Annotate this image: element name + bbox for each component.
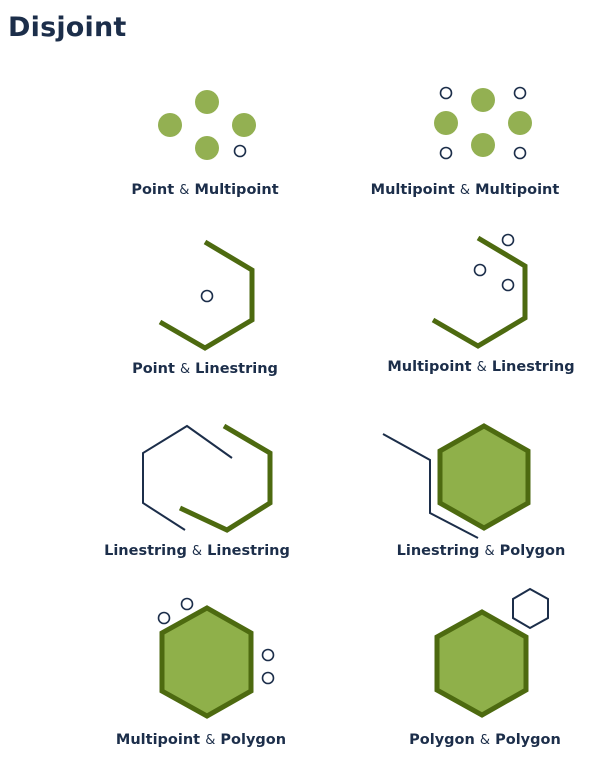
caption: Linestring & Linestring — [104, 543, 290, 559]
point-dot — [157, 611, 171, 625]
linestring — [142, 424, 233, 531]
caption: Multipoint & Polygon — [115, 732, 287, 748]
diagram-multipoint-multipoint: Multipoint & Multipoint — [368, 80, 598, 210]
polygon — [437, 423, 531, 531]
multipoint-dot — [195, 90, 219, 114]
point-dot — [513, 86, 527, 100]
caption: Polygon & Polygon — [409, 732, 561, 748]
diagram-polygon-polygon: Polygon & Polygon — [368, 583, 598, 758]
diagram-point-multipoint: Point & Multipoint — [90, 80, 320, 210]
diagram-multipoint-linestring: Multipoint & Linestring — [368, 230, 598, 390]
point-dot — [501, 233, 515, 247]
point-multipoint-figure — [158, 90, 256, 160]
point-dot — [473, 263, 487, 277]
multipoint-linestring-figure — [431, 233, 528, 349]
linestring — [382, 433, 479, 539]
multipoint-dot — [471, 88, 495, 112]
multipoint-dot — [508, 111, 532, 135]
multipoint-polygon-figure — [157, 597, 275, 719]
point-dot — [200, 289, 214, 303]
multipoint-dot — [158, 113, 182, 137]
point-dot — [261, 671, 275, 685]
caption: Linestring & Polygon — [396, 543, 566, 559]
linestring-linestring-figure — [142, 423, 273, 533]
diagram-linestring-polygon: Linestring & Polygon — [368, 418, 598, 578]
multipoint-dot — [434, 111, 458, 135]
point-dot — [233, 144, 247, 158]
multipoint-dot — [195, 136, 219, 160]
diagram-linestring-linestring: Linestring & Linestring — [90, 418, 320, 578]
caption: Multipoint & Linestring — [387, 359, 575, 375]
point-dot — [439, 146, 453, 160]
multipoint-dot — [471, 133, 495, 157]
linestring — [158, 239, 255, 351]
caption: Multipoint & Multipoint — [370, 182, 560, 198]
diagram-multipoint-polygon: Multipoint & Polygon — [90, 588, 320, 758]
caption: Point & Linestring — [132, 361, 278, 377]
polygon — [512, 587, 549, 630]
point-dot — [501, 278, 515, 292]
caption: Point & Multipoint — [131, 182, 279, 198]
multipoint-multipoint-figure — [434, 86, 532, 160]
linestring-polygon-figure — [382, 423, 531, 539]
linestring — [431, 235, 528, 349]
point-dot — [513, 146, 527, 160]
polygon — [159, 605, 254, 719]
linestring — [178, 423, 273, 533]
diagram-point-linestring: Point & Linestring — [90, 230, 320, 390]
point-dot — [439, 86, 453, 100]
multipoint-dot — [232, 113, 256, 137]
page-title: Disjoint — [8, 12, 127, 43]
polygon-polygon-figure — [434, 587, 549, 718]
point-dot — [180, 597, 194, 611]
point-dot — [261, 648, 275, 662]
point-linestring-figure — [158, 239, 255, 351]
polygon — [434, 609, 529, 718]
